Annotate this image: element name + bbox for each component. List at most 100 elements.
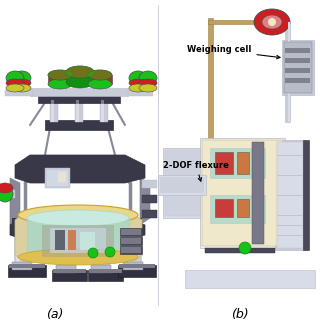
Bar <box>277 142 303 248</box>
Bar <box>51 100 54 122</box>
Ellipse shape <box>48 70 72 80</box>
Bar <box>56 265 76 273</box>
Bar <box>58 172 66 182</box>
Bar <box>285 58 310 63</box>
Polygon shape <box>15 155 145 183</box>
Ellipse shape <box>18 249 138 265</box>
Ellipse shape <box>239 242 251 254</box>
Bar <box>101 100 104 122</box>
Ellipse shape <box>6 71 24 85</box>
Bar <box>76 100 79 122</box>
Ellipse shape <box>88 79 112 89</box>
Ellipse shape <box>88 70 112 80</box>
Bar <box>50 228 106 253</box>
Ellipse shape <box>129 71 147 85</box>
Bar <box>285 68 310 73</box>
Bar <box>215 199 233 217</box>
Bar <box>185 270 315 288</box>
Bar <box>45 120 113 130</box>
Bar <box>205 248 275 253</box>
Bar <box>285 22 290 122</box>
Polygon shape <box>15 215 142 260</box>
Bar <box>14 225 30 267</box>
Ellipse shape <box>129 84 147 92</box>
Ellipse shape <box>48 70 72 80</box>
Bar <box>58 228 74 270</box>
Bar <box>75 100 83 122</box>
Bar <box>52 270 87 281</box>
Ellipse shape <box>0 183 13 193</box>
Bar <box>5 90 33 96</box>
Bar <box>210 195 265 223</box>
Bar <box>120 237 142 245</box>
Bar <box>123 262 143 270</box>
Bar <box>158 175 206 195</box>
Ellipse shape <box>0 186 13 202</box>
Polygon shape <box>140 178 150 225</box>
Bar <box>66 72 94 82</box>
Bar <box>202 140 283 246</box>
Bar <box>95 228 99 270</box>
Bar <box>53 269 86 273</box>
Bar <box>142 195 157 203</box>
Bar <box>30 88 128 96</box>
Bar <box>55 230 65 250</box>
Bar <box>208 20 263 24</box>
Bar <box>27 218 130 258</box>
Bar <box>2 5 155 300</box>
Bar <box>60 228 64 270</box>
Bar <box>120 228 142 236</box>
Bar <box>121 238 141 244</box>
Bar <box>118 265 156 277</box>
Bar <box>80 232 95 250</box>
Bar <box>160 177 204 193</box>
Bar <box>9 264 45 268</box>
Bar <box>237 199 249 217</box>
Bar <box>165 150 201 216</box>
Text: (a): (a) <box>46 308 64 320</box>
Ellipse shape <box>48 79 72 89</box>
Ellipse shape <box>13 71 31 85</box>
Ellipse shape <box>139 84 157 92</box>
Bar <box>12 218 142 236</box>
Text: 2-DOF flexure: 2-DOF flexure <box>163 161 229 181</box>
Ellipse shape <box>254 9 290 35</box>
Ellipse shape <box>13 79 31 87</box>
Bar <box>8 265 46 277</box>
Bar <box>288 22 290 122</box>
Bar <box>215 152 233 174</box>
Bar <box>210 148 265 178</box>
Ellipse shape <box>262 15 282 29</box>
Bar <box>16 225 20 267</box>
Bar <box>303 140 309 250</box>
Bar <box>100 100 108 122</box>
Ellipse shape <box>139 79 157 87</box>
Ellipse shape <box>139 71 157 85</box>
Bar <box>142 210 157 218</box>
Text: Weighing cell: Weighing cell <box>187 45 280 59</box>
Bar <box>12 262 32 270</box>
Bar <box>128 90 153 96</box>
Bar <box>252 142 264 244</box>
Bar <box>38 95 120 103</box>
Ellipse shape <box>105 247 115 257</box>
Bar <box>200 138 285 248</box>
Bar <box>91 265 111 273</box>
Bar <box>45 168 70 188</box>
Bar <box>237 152 249 174</box>
Ellipse shape <box>88 248 98 258</box>
Bar <box>68 230 76 250</box>
Bar <box>275 140 305 250</box>
Bar <box>48 75 72 84</box>
Ellipse shape <box>268 18 276 26</box>
Bar <box>88 270 123 281</box>
Bar <box>163 148 203 218</box>
Bar <box>142 180 157 188</box>
Bar <box>38 165 118 183</box>
Ellipse shape <box>66 66 94 78</box>
Ellipse shape <box>13 84 31 92</box>
Bar <box>50 100 58 122</box>
Polygon shape <box>10 178 20 225</box>
Ellipse shape <box>6 84 24 92</box>
Ellipse shape <box>66 76 94 88</box>
